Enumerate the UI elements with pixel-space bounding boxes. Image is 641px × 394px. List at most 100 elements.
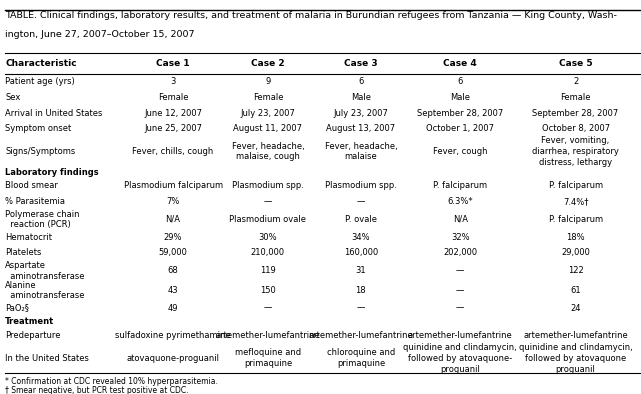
Text: 160,000: 160,000: [344, 249, 378, 257]
Text: P. ovale: P. ovale: [345, 215, 377, 224]
Text: —: —: [456, 304, 465, 312]
Text: 59,000: 59,000: [158, 249, 188, 257]
Text: 210,000: 210,000: [251, 249, 285, 257]
Text: 30%: 30%: [258, 233, 278, 242]
Text: 3: 3: [171, 77, 176, 86]
Text: 7.4%†: 7.4%†: [563, 197, 588, 206]
Text: Fever, chills, cough: Fever, chills, cough: [133, 147, 213, 156]
Text: 18: 18: [356, 286, 366, 295]
Text: 6.3%*: 6.3%*: [447, 197, 473, 206]
Text: —: —: [356, 197, 365, 206]
Text: Laboratory findings: Laboratory findings: [5, 168, 99, 177]
Text: artemether-lumefantrine: artemether-lumefantrine: [408, 331, 513, 340]
Text: 122: 122: [568, 266, 583, 275]
Text: P. falciparum: P. falciparum: [549, 215, 603, 224]
Text: 61: 61: [570, 286, 581, 295]
Text: 43: 43: [168, 286, 178, 295]
Text: Female: Female: [253, 93, 283, 102]
Text: artemether-lumefantrine: artemether-lumefantrine: [308, 331, 413, 340]
Text: 24: 24: [570, 304, 581, 312]
Text: Case 4: Case 4: [444, 59, 477, 68]
Text: Blood smear: Blood smear: [5, 182, 58, 190]
Text: † Smear negative, but PCR test positive at CDC.: † Smear negative, but PCR test positive …: [5, 386, 188, 394]
Text: mefloquine and
primaquine: mefloquine and primaquine: [235, 348, 301, 368]
Text: Arrival in United States: Arrival in United States: [5, 109, 103, 117]
Text: Hematocrit: Hematocrit: [5, 233, 52, 242]
Text: P. falciparum: P. falciparum: [433, 182, 487, 190]
Text: 34%: 34%: [351, 233, 370, 242]
Text: Signs/Symptoms: Signs/Symptoms: [5, 147, 76, 156]
Text: 31: 31: [356, 266, 366, 275]
Text: June 25, 2007: June 25, 2007: [144, 125, 202, 133]
Text: Case 5: Case 5: [559, 59, 592, 68]
Text: 6: 6: [458, 77, 463, 86]
Text: artemether-lumefantrine: artemether-lumefantrine: [215, 331, 320, 340]
Text: July 23, 2007: July 23, 2007: [240, 109, 296, 117]
Text: Characteristic: Characteristic: [5, 59, 77, 68]
Text: 29,000: 29,000: [561, 249, 590, 257]
Text: —: —: [263, 197, 272, 206]
Text: Fever, headache,
malaise, cough: Fever, headache, malaise, cough: [231, 141, 304, 162]
Text: 6: 6: [358, 77, 363, 86]
Text: Alanine
  aminotransferase: Alanine aminotransferase: [5, 281, 85, 300]
Text: Fever, vomiting,
diarrhea, respiratory
distress, lethargy: Fever, vomiting, diarrhea, respiratory d…: [532, 136, 619, 167]
Text: Case 3: Case 3: [344, 59, 378, 68]
Text: Treatment: Treatment: [5, 318, 54, 326]
Text: August 11, 2007: August 11, 2007: [233, 125, 303, 133]
Text: Case 1: Case 1: [156, 59, 190, 68]
Text: Male: Male: [351, 93, 371, 102]
Text: Symptom onset: Symptom onset: [5, 125, 71, 133]
Text: —: —: [356, 304, 365, 312]
Text: Predeparture: Predeparture: [5, 331, 61, 340]
Text: Plasmodium spp.: Plasmodium spp.: [232, 182, 304, 190]
Text: Male: Male: [450, 93, 470, 102]
Text: Plasmodium spp.: Plasmodium spp.: [325, 182, 397, 190]
Text: 18%: 18%: [566, 233, 585, 242]
Text: quinidine and clindamycin,
followed by atovaquone-
proguanil: quinidine and clindamycin, followed by a…: [403, 343, 517, 374]
Text: Female: Female: [158, 93, 188, 102]
Text: Plasmodium ovale: Plasmodium ovale: [229, 215, 306, 224]
Text: chloroquine and
primaquine: chloroquine and primaquine: [327, 348, 395, 368]
Text: 68: 68: [168, 266, 178, 275]
Text: 32%: 32%: [451, 233, 470, 242]
Text: TABLE. Clinical findings, laboratory results, and treatment of malaria in Burund: TABLE. Clinical findings, laboratory res…: [5, 11, 617, 20]
Text: August 13, 2007: August 13, 2007: [326, 125, 395, 133]
Text: quinidine and clindamycin,
followed by atovaquone
proguanil: quinidine and clindamycin, followed by a…: [519, 343, 633, 374]
Text: Patient age (yrs): Patient age (yrs): [5, 77, 75, 86]
Text: October 1, 2007: October 1, 2007: [426, 125, 494, 133]
Text: artemether-lumefantrine: artemether-lumefantrine: [523, 331, 628, 340]
Text: % Parasitemia: % Parasitemia: [5, 197, 65, 206]
Text: 119: 119: [260, 266, 276, 275]
Text: ington, June 27, 2007–October 15, 2007: ington, June 27, 2007–October 15, 2007: [5, 30, 195, 39]
Text: 2: 2: [573, 77, 578, 86]
Text: PaO₂§: PaO₂§: [5, 304, 29, 312]
Text: 29%: 29%: [164, 233, 182, 242]
Text: June 12, 2007: June 12, 2007: [144, 109, 202, 117]
Text: July 23, 2007: July 23, 2007: [333, 109, 388, 117]
Text: In the United States: In the United States: [5, 354, 89, 363]
Text: Polymerase chain
  reaction (PCR): Polymerase chain reaction (PCR): [5, 210, 79, 229]
Text: Fever, cough: Fever, cough: [433, 147, 488, 156]
Text: Sex: Sex: [5, 93, 21, 102]
Text: Platelets: Platelets: [5, 249, 42, 257]
Text: September 28, 2007: September 28, 2007: [417, 109, 503, 117]
Text: 49: 49: [168, 304, 178, 312]
Text: * Confirmation at CDC revealed 10% hyperparasitemia.: * Confirmation at CDC revealed 10% hyper…: [5, 377, 218, 386]
Text: Plasmodium falciparum: Plasmodium falciparum: [124, 182, 222, 190]
Text: P. falciparum: P. falciparum: [549, 182, 603, 190]
Text: Fever, headache,
malaise: Fever, headache, malaise: [324, 141, 397, 162]
Text: sulfadoxine pyrimethamine: sulfadoxine pyrimethamine: [115, 331, 231, 340]
Text: Female: Female: [560, 93, 591, 102]
Text: —: —: [456, 286, 465, 295]
Text: —: —: [456, 266, 465, 275]
Text: atovaquone-proguanil: atovaquone-proguanil: [126, 354, 220, 363]
Text: 9: 9: [265, 77, 271, 86]
Text: —: —: [263, 304, 272, 312]
Text: October 8, 2007: October 8, 2007: [542, 125, 610, 133]
Text: Aspartate
  aminotransferase: Aspartate aminotransferase: [5, 261, 85, 281]
Text: September 28, 2007: September 28, 2007: [533, 109, 619, 117]
Text: 7%: 7%: [167, 197, 179, 206]
Text: Case 2: Case 2: [251, 59, 285, 68]
Text: N/A: N/A: [165, 215, 181, 224]
Text: 150: 150: [260, 286, 276, 295]
